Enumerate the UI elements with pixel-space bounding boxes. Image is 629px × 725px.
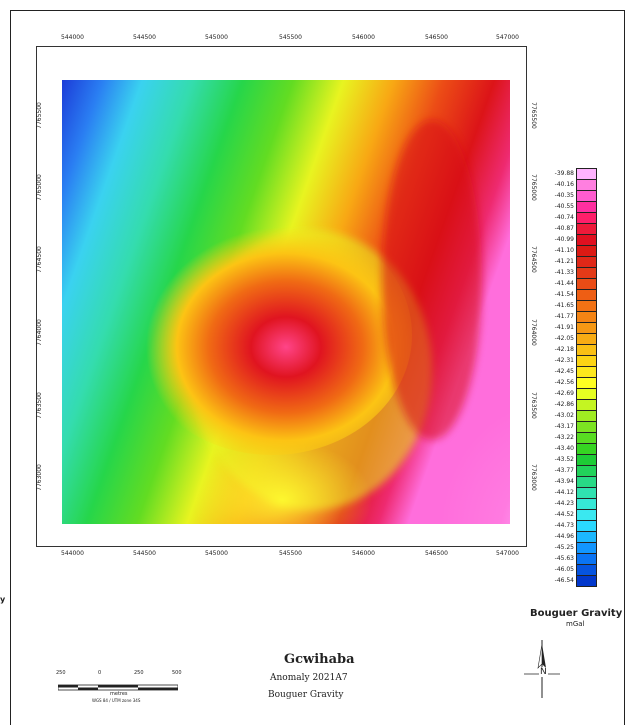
legend-value: -41.44: [554, 280, 574, 287]
easting-tick-top: 545000: [205, 34, 228, 41]
map-title: Gcwihaba: [284, 652, 355, 667]
legend-value: -40.35: [554, 192, 574, 199]
northing-tick-left: 7764500: [35, 246, 43, 273]
legend-value: -43.94: [554, 478, 574, 485]
legend-title: Bouguer Gravity: [530, 608, 623, 619]
easting-tick-top: 546000: [352, 34, 375, 41]
northing-tick-right: 7763500: [529, 392, 537, 419]
scale-label: 250: [134, 670, 144, 676]
legend-value: -40.16: [554, 181, 574, 188]
northing-tick-right: 7764000: [529, 319, 537, 346]
legend-value: -44.73: [554, 522, 574, 529]
legend-value: -42.18: [554, 346, 574, 353]
legend-value: -45.25: [554, 544, 574, 551]
northing-tick-right: 7765000: [529, 174, 537, 201]
legend-value: -40.55: [554, 203, 574, 210]
legend-value: -42.69: [554, 390, 574, 397]
legend-value: -41.91: [554, 324, 574, 331]
legend-value: -44.52: [554, 511, 574, 518]
legend-value: -44.12: [554, 489, 574, 496]
legend-value: -39.88: [554, 170, 574, 177]
scale-label: 0: [98, 670, 102, 676]
legend-value: -41.10: [554, 247, 574, 254]
map-subtitle-2: Bouguer Gravity: [268, 690, 344, 700]
north-label: N: [539, 667, 548, 677]
scale-label: 500: [172, 670, 182, 676]
legend-value: -43.52: [554, 456, 574, 463]
legend-value: -40.87: [554, 225, 574, 232]
legend-value: -42.56: [554, 379, 574, 386]
easting-tick-top: 544500: [133, 34, 156, 41]
legend-value: -41.77: [554, 313, 574, 320]
legend-value: -46.05: [554, 566, 574, 573]
scale-bar: [57, 678, 179, 691]
easting-tick-bottom: 545500: [279, 550, 302, 557]
map-frame: [36, 46, 527, 547]
easting-tick-top: 547000: [496, 34, 519, 41]
easting-tick-bottom: 546000: [352, 550, 375, 557]
legend-value: -44.96: [554, 533, 574, 540]
easting-tick-bottom: 547000: [496, 550, 519, 557]
northing-tick-right: 7764500: [529, 246, 537, 273]
easting-tick-bottom: 544500: [133, 550, 156, 557]
easting-tick-bottom: 545000: [205, 550, 228, 557]
scale-label: 250: [56, 670, 66, 676]
projection-note: WGS 84 / UTM zone 34S: [92, 698, 141, 703]
easting-tick-bottom: 544000: [61, 550, 84, 557]
northing-tick-left: 7764000: [35, 319, 43, 346]
northing-tick-left: 7763000: [35, 464, 43, 491]
legend-value: -41.21: [554, 258, 574, 265]
legend-value: -41.54: [554, 291, 574, 298]
legend-value: -43.02: [554, 412, 574, 419]
legend-value: -40.74: [554, 214, 574, 221]
legend-value: -42.31: [554, 357, 574, 364]
northing-tick-right: 7765500: [529, 102, 537, 129]
legend-value: -41.65: [554, 302, 574, 309]
legend-value: -45.63: [554, 555, 574, 562]
scale-unit: metres: [110, 691, 128, 697]
legend-value: -43.22: [554, 434, 574, 441]
legend-value: -43.77: [554, 467, 574, 474]
gravity-raster: [62, 80, 510, 524]
map-sheet: [10, 10, 625, 725]
legend-value: -46.54: [554, 577, 574, 584]
easting-tick-bottom: 546500: [425, 550, 448, 557]
legend-unit: mGal: [566, 620, 585, 628]
legend-value: -43.40: [554, 445, 574, 452]
legend-value: -42.45: [554, 368, 574, 375]
legend-value: -44.23: [554, 500, 574, 507]
legend-swatch: [576, 575, 597, 587]
easting-tick-top: 545500: [279, 34, 302, 41]
northing-tick-left: 7765000: [35, 174, 43, 201]
legend-value: -40.99: [554, 236, 574, 243]
legend-value: -41.33: [554, 269, 574, 276]
legend-value: -42.05: [554, 335, 574, 342]
legend-value: -42.86: [554, 401, 574, 408]
map-subtitle: Anomaly 2021A7: [270, 673, 348, 683]
side-text-fragment: y: [0, 595, 6, 604]
legend-value: -43.17: [554, 423, 574, 430]
easting-tick-top: 546500: [425, 34, 448, 41]
northing-tick-left: 7763500: [35, 392, 43, 419]
gravity-map: [62, 80, 510, 524]
easting-tick-top: 544000: [61, 34, 84, 41]
northing-tick-right: 7763000: [529, 464, 537, 491]
northing-tick-left: 7765500: [35, 102, 43, 129]
